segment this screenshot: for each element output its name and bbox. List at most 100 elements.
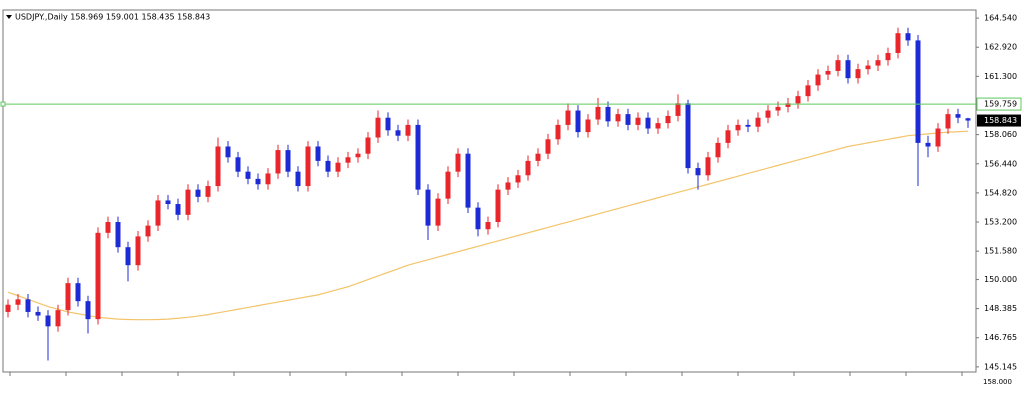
- y-tick-label: 158.060: [984, 130, 1017, 139]
- candle-body: [835, 60, 841, 71]
- candle-body: [35, 311, 41, 316]
- candle-body: [295, 171, 301, 187]
- candle-body: [315, 146, 321, 161]
- candle-body: [725, 130, 731, 143]
- candle-body: [745, 124, 751, 127]
- candle-body: [755, 117, 761, 127]
- candle-body: [415, 124, 421, 190]
- plot-frame: [2, 9, 977, 373]
- y-tick-label: 156.440: [984, 159, 1017, 168]
- candle-body: [545, 139, 551, 154]
- candle-body: [435, 198, 441, 226]
- candle-body: [285, 150, 291, 172]
- candle-body: [245, 171, 251, 179]
- y-tick-label: 146.765: [984, 333, 1017, 342]
- candle-body: [635, 117, 641, 125]
- candle-body: [805, 85, 811, 97]
- candle-body: [695, 168, 701, 176]
- level-label: 159.759: [984, 100, 1017, 109]
- moving-average: [7, 130, 969, 321]
- candle-body: [485, 222, 491, 230]
- candle-body: [395, 130, 401, 136]
- candle-body: [455, 153, 461, 172]
- candle-body: [685, 103, 691, 169]
- candle-body: [715, 142, 721, 158]
- candle-body: [215, 146, 221, 187]
- candle-body: [105, 222, 111, 233]
- candle-body: [595, 106, 601, 120]
- chart-title: USDJPY.,Daily 158.969 159.001 158.435 15…: [15, 13, 210, 22]
- candle-body: [555, 124, 561, 140]
- candle-body: [195, 189, 201, 197]
- candle-body: [605, 106, 611, 122]
- y-tick-label: 145.145: [984, 362, 1017, 371]
- candle-body: [815, 74, 821, 86]
- candle-body: [645, 117, 651, 129]
- candle-body: [615, 114, 621, 122]
- candle-body: [15, 299, 21, 305]
- y-tick-label: 148.385: [984, 304, 1017, 313]
- candle-body: [505, 182, 511, 190]
- candle-body: [255, 178, 261, 185]
- candle-body: [945, 114, 951, 129]
- candle-body: [735, 124, 741, 131]
- candle-body: [475, 207, 481, 230]
- candle-body: [5, 304, 11, 312]
- candle-body: [225, 146, 231, 158]
- candle-body: [45, 315, 51, 327]
- subwindow-label: 158.000: [983, 378, 1012, 386]
- candle-body: [525, 160, 531, 176]
- candle-body: [425, 189, 431, 226]
- candle-body: [895, 33, 901, 53]
- candle-body: [935, 128, 941, 147]
- candle-body: [925, 142, 931, 147]
- candle-body: [185, 189, 191, 215]
- candle-body: [775, 106, 781, 111]
- candle-body: [25, 299, 31, 312]
- candle-body: [65, 283, 71, 311]
- candle-body: [575, 110, 581, 133]
- candle-body: [495, 189, 501, 223]
- candle-body: [305, 146, 311, 187]
- price-label: 158.843: [984, 116, 1017, 125]
- y-tick-label: 161.300: [984, 72, 1017, 81]
- candle-body: [95, 232, 101, 320]
- candle-body: [165, 200, 171, 205]
- candle-body: [55, 310, 61, 327]
- candle-body: [915, 40, 921, 143]
- candle-body: [205, 186, 211, 197]
- candle-body: [625, 114, 631, 125]
- candle-body: [795, 96, 801, 104]
- candle-body: [855, 69, 861, 79]
- candle-body: [445, 171, 451, 199]
- candle-body: [345, 157, 351, 163]
- y-tick-label: 151.580: [984, 247, 1017, 256]
- candle-body: [325, 160, 331, 172]
- candle-body: [535, 153, 541, 161]
- candle-body: [155, 200, 161, 226]
- candle-body: [885, 52, 891, 61]
- y-tick-label: 162.920: [984, 43, 1017, 52]
- y-tick-label: 164.540: [984, 14, 1017, 23]
- candle-body: [265, 173, 271, 185]
- candle-body: [365, 137, 371, 154]
- candle-body: [145, 225, 151, 237]
- candle-body: [385, 117, 391, 131]
- candle-body: [675, 103, 681, 116]
- candle-body: [85, 301, 91, 320]
- candle-body: [785, 103, 791, 107]
- candle-body: [75, 283, 81, 302]
- candle-body: [585, 119, 591, 133]
- candle-body: [275, 150, 281, 174]
- candle-body: [125, 247, 131, 266]
- candle-body: [655, 123, 661, 129]
- menu-arrow: [6, 15, 12, 19]
- y-tick-label: 154.820: [984, 188, 1017, 197]
- candle-body: [375, 117, 381, 138]
- candle-body: [565, 110, 571, 125]
- candle-body: [405, 124, 411, 136]
- candle-body: [765, 110, 771, 118]
- y-tick-label: 153.200: [984, 218, 1017, 227]
- level-label-box: [976, 97, 1022, 111]
